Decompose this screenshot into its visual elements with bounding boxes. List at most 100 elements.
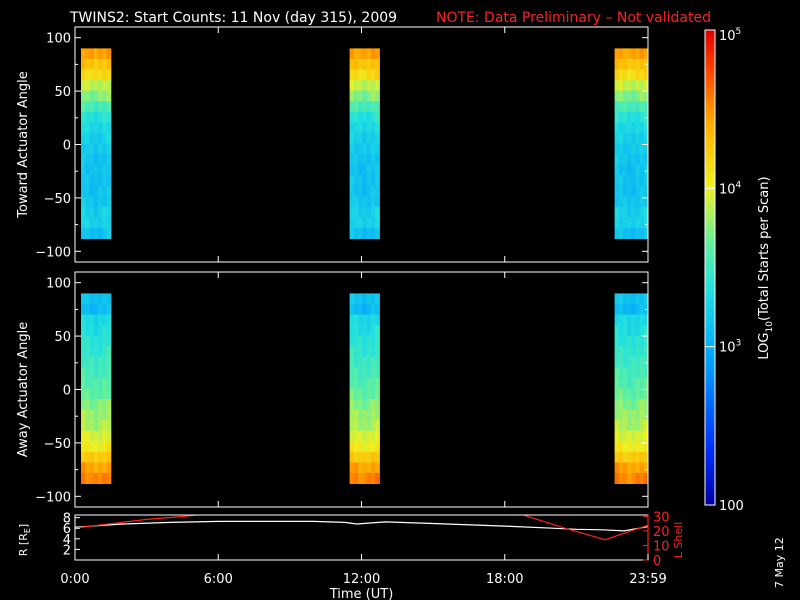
heatmap-cell: [631, 388, 636, 400]
heatmap-cell: [622, 377, 628, 389]
heatmap-cell: [639, 206, 645, 218]
heatmap-cell: [643, 420, 649, 432]
heatmap-cell: [98, 80, 103, 92]
heatmap-cell: [622, 69, 628, 81]
heatmap-cell: [102, 314, 108, 326]
heatmap-cell: [635, 69, 641, 81]
x-axis-label: Time (UT): [329, 587, 394, 600]
heatmap-cell: [370, 217, 376, 229]
heatmap-cell: [639, 122, 645, 134]
heatmap-cell: [618, 303, 624, 315]
heatmap-cell: [81, 420, 86, 432]
heatmap-cell: [631, 143, 636, 155]
heatmap-cell: [375, 420, 380, 432]
heatmap-cell: [93, 90, 99, 102]
heatmap-cell: [81, 206, 86, 218]
heatmap-cell: [622, 451, 628, 463]
heatmap-cell: [618, 399, 624, 411]
heatmap-cell: [81, 409, 86, 421]
heatmap-cell: [614, 164, 620, 176]
heatmap-cell: [635, 132, 641, 144]
heatmap-cell: [618, 325, 624, 337]
heatmap-cell: [366, 293, 372, 305]
heatmap-cell: [102, 356, 108, 368]
heatmap-cell: [349, 58, 355, 70]
heatmap-cell: [362, 185, 368, 197]
heatmap-cell: [358, 441, 363, 453]
heatmap-cell: [106, 48, 112, 60]
heatmap-cell: [627, 69, 632, 81]
heatmap-cell: [618, 420, 624, 432]
heatmap-cell: [631, 356, 636, 368]
heatmap-cell: [370, 293, 376, 305]
heatmap-cell: [81, 154, 86, 166]
heatmap-cell: [93, 217, 99, 229]
heatmap-cell: [366, 346, 372, 358]
heatmap-cell: [106, 377, 112, 389]
heatmap-cell: [631, 472, 636, 484]
heatmap-cell: [631, 451, 636, 463]
heatmap-cell: [639, 409, 645, 421]
heatmap-cell: [631, 154, 636, 166]
heatmap-cell: [370, 314, 376, 326]
heatmap-cell: [98, 217, 103, 229]
heatmap-cell: [85, 196, 90, 208]
heatmap-cell: [370, 325, 376, 337]
heatmap-cell: [614, 314, 620, 326]
heatmap-cell: [627, 303, 632, 315]
heatmap-cell: [362, 111, 368, 123]
heatmap-cell: [614, 293, 620, 305]
heatmap-cell: [353, 325, 359, 337]
heatmap-cell: [631, 217, 636, 229]
heatmap-cell: [370, 472, 376, 484]
heatmap-cell: [85, 69, 90, 81]
heatmap-cell: [639, 293, 645, 305]
heatmap-cell: [639, 175, 645, 187]
heatmap-cell: [375, 48, 380, 60]
heatmap-cell: [635, 472, 641, 484]
heatmap-cell: [81, 303, 86, 315]
heatmap-cell: [643, 399, 649, 411]
heatmap-cell: [102, 164, 108, 176]
heatmap-cell: [98, 441, 103, 453]
heatmap-cell: [375, 346, 380, 358]
heatmap-cell: [375, 227, 380, 239]
heatmap-cell: [366, 164, 372, 176]
heatmap-cell: [358, 346, 363, 358]
heatmap-cell: [81, 314, 86, 326]
heatmap-cell: [93, 451, 99, 463]
heatmap-cell: [98, 48, 103, 60]
heatmap-cell: [85, 80, 90, 92]
heatmap-cell: [85, 430, 90, 442]
heatmap-cell: [98, 154, 103, 166]
heatmap-cell: [639, 185, 645, 197]
heatmap-cell: [98, 164, 103, 176]
heatmap-cell: [366, 356, 372, 368]
heatmap-cell: [366, 185, 372, 197]
heatmap-cell: [375, 80, 380, 92]
heatmap-cell: [370, 90, 376, 102]
heatmap-cell: [362, 90, 368, 102]
x-tick-label: 0:00: [60, 572, 89, 587]
heatmap-cell: [643, 175, 649, 187]
heatmap-cell: [93, 196, 99, 208]
heatmap-cell: [643, 227, 649, 239]
heatmap-cell: [353, 367, 359, 379]
orbit-frame: [74, 514, 649, 561]
heatmap-cell: [375, 101, 380, 113]
heatmap-cell: [85, 217, 90, 229]
heatmap-cell: [362, 101, 368, 113]
heatmap-cell: [643, 185, 649, 197]
heatmap-cell: [353, 185, 359, 197]
heatmap-cell: [622, 175, 628, 187]
heatmap-cell: [81, 48, 86, 60]
heatmap-cell: [639, 388, 645, 400]
heatmap-cell: [353, 335, 359, 347]
heatmap-cell: [614, 122, 620, 134]
heatmap-cell: [349, 185, 355, 197]
heatmap-cell: [370, 196, 376, 208]
heatmap-cell: [627, 335, 632, 347]
heatmap-cell: [643, 441, 649, 453]
heatmap-cell: [106, 399, 112, 411]
heatmap-cell: [349, 227, 355, 239]
